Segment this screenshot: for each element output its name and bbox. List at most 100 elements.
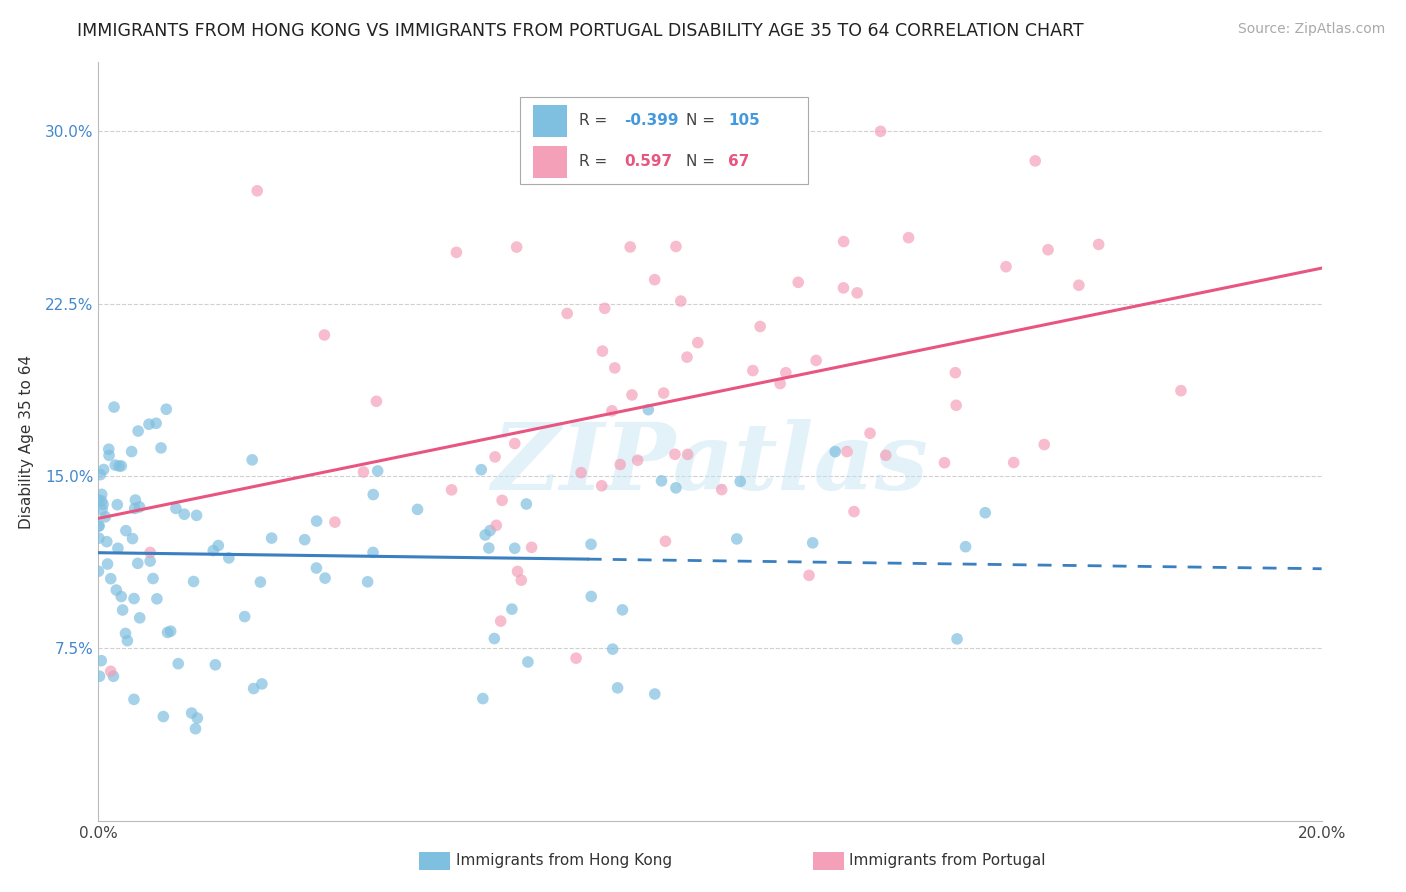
FancyBboxPatch shape [533,105,567,136]
FancyBboxPatch shape [520,96,808,184]
Point [846,285,869,300]
Point [352,465,374,479]
Point [602,642,624,657]
Point [555,306,578,320]
Point [1087,237,1109,252]
Point [184,722,207,736]
Text: Immigrants from Portugal: Immigrants from Portugal [849,854,1046,868]
Point [676,447,699,461]
Text: IMMIGRANTS FROM HONG KONG VS IMMIGRANTS FROM PORTUGAL DISABILITY AGE 35 TO 64 CO: IMMIGRANTS FROM HONG KONG VS IMMIGRANTS … [77,22,1084,40]
Point [121,444,143,458]
Point [294,533,316,547]
Point [520,541,543,555]
Point [842,505,865,519]
Point [107,541,129,556]
Point [180,706,202,720]
Point [591,344,613,359]
Point [859,426,882,441]
Point [142,572,165,586]
Point [832,281,855,295]
Point [609,458,631,472]
Point [90,487,112,501]
Point [111,603,134,617]
Point [725,532,748,546]
Point [1067,278,1090,293]
Point [127,424,149,438]
Point [103,400,125,414]
Point [122,591,145,606]
Point [478,541,501,555]
Point [676,350,699,364]
Point [138,417,160,432]
Point [96,557,118,571]
Point [240,453,263,467]
FancyBboxPatch shape [533,146,567,178]
Point [139,554,162,568]
Point [1002,456,1025,470]
Point [87,564,110,578]
Text: ZIPatlas: ZIPatlas [492,419,928,509]
Point [1170,384,1192,398]
Point [995,260,1018,274]
Point [710,483,733,497]
Point [89,467,111,482]
Point [165,501,187,516]
Point [314,571,336,585]
Point [124,501,146,516]
Point [505,240,527,254]
Point [155,402,177,417]
Point [974,506,997,520]
Point [124,493,146,508]
Point [440,483,463,497]
Point [204,657,226,672]
Point [91,497,114,511]
Point [96,534,118,549]
Point [90,494,112,508]
Point [651,474,673,488]
Point [1036,243,1059,257]
Point [183,574,205,589]
Point [361,487,384,501]
Point [186,711,208,725]
Point [323,515,346,529]
Point [1024,153,1046,168]
Point [103,669,125,683]
Point [305,561,328,575]
Point [159,624,181,639]
Point [484,450,506,464]
Y-axis label: Disability Age 35 to 64: Disability Age 35 to 64 [18,354,34,529]
Point [591,479,613,493]
Point [637,402,659,417]
Point [470,463,492,477]
Point [832,235,855,249]
Point [945,398,967,412]
Text: Immigrants from Hong Kong: Immigrants from Hong Kong [456,854,672,868]
Point [665,481,688,495]
Point [152,709,174,723]
Point [139,545,162,559]
Point [121,532,143,546]
Point [749,319,772,334]
Point [128,500,150,514]
Point [619,240,641,254]
Point [93,462,115,476]
Point [156,625,179,640]
Point [242,681,264,696]
Point [110,590,132,604]
Text: N =: N = [686,113,720,128]
Point [875,448,897,462]
Point [361,545,384,559]
Point [869,124,891,138]
Point [87,519,110,533]
Point [503,541,526,556]
Point [516,655,538,669]
Point [110,458,132,473]
Point [506,565,529,579]
Point [686,335,709,350]
Point [603,360,626,375]
Point [246,184,269,198]
Point [446,245,468,260]
Point [565,651,588,665]
Point [108,458,131,473]
Point [207,539,229,553]
